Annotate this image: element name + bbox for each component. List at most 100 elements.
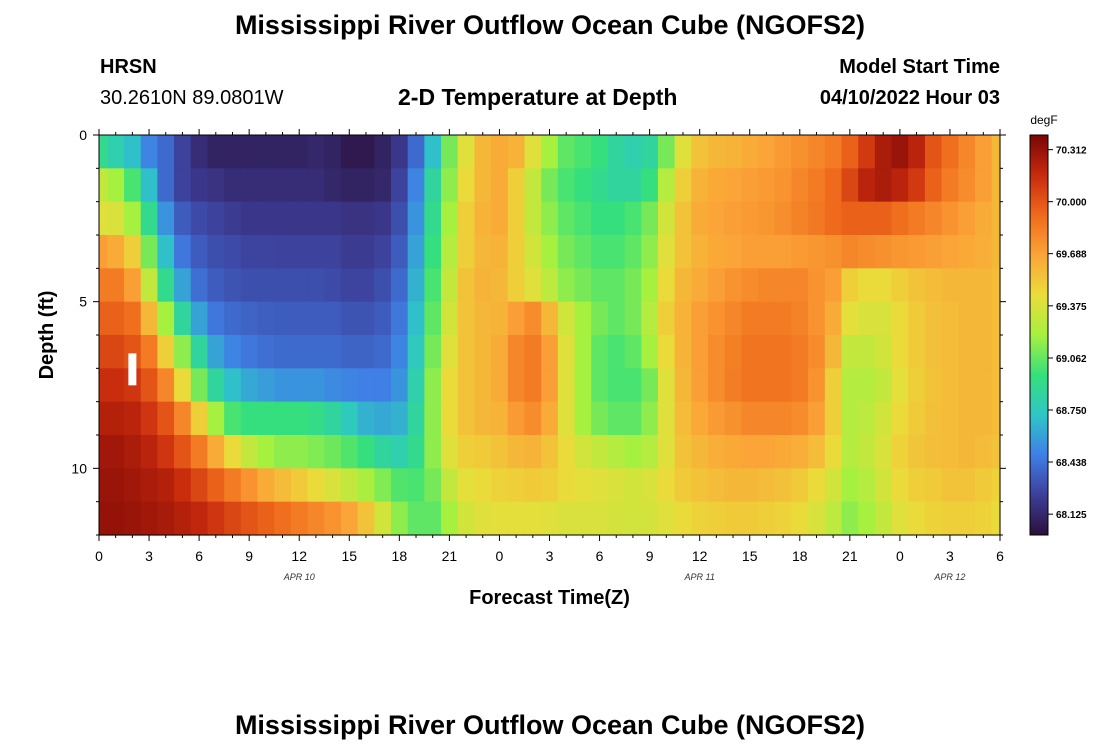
heat-cell — [958, 335, 976, 369]
heat-cell — [557, 301, 576, 336]
heat-cell — [374, 435, 392, 469]
heat-cell — [424, 401, 442, 436]
heat-cell — [224, 235, 242, 269]
heat-cell — [841, 235, 859, 269]
heat-cell — [407, 301, 425, 336]
heat-cell — [974, 301, 993, 336]
heat-cell — [407, 335, 425, 369]
heat-cell — [157, 268, 175, 303]
heat-cell — [591, 435, 609, 469]
y-tick-label: 0 — [79, 127, 87, 143]
heat-cell — [257, 435, 275, 469]
heat-cell — [224, 135, 242, 169]
heat-cell — [674, 135, 692, 169]
heat-cell — [541, 368, 559, 403]
heat-cell — [758, 135, 776, 169]
heat-cell — [224, 501, 242, 536]
heat-cell — [557, 135, 576, 169]
heat-cell — [307, 368, 325, 403]
heat-cell — [324, 268, 342, 303]
heat-cell — [441, 235, 459, 269]
heat-cell — [190, 368, 209, 403]
x-tick-label: 21 — [442, 548, 458, 564]
x-tick-label: 3 — [145, 548, 153, 564]
heat-cell — [708, 368, 726, 403]
x-tick-label: 6 — [596, 548, 604, 564]
heat-cell — [240, 501, 259, 536]
heat-cell — [324, 335, 342, 369]
heat-cell — [991, 135, 1001, 169]
heat-cell — [991, 401, 1001, 436]
heat-cell — [491, 368, 509, 403]
heat-cell — [290, 168, 309, 203]
colorbar-gradient — [1029, 134, 1049, 536]
x-tick-label: 21 — [842, 548, 858, 564]
heat-cell — [941, 201, 959, 236]
heat-cell — [641, 368, 659, 403]
heat-cell — [824, 401, 843, 436]
heat-cell — [357, 368, 375, 403]
heat-cell — [691, 301, 709, 336]
heat-cell — [941, 401, 959, 436]
heat-cell — [224, 435, 242, 469]
heat-cell — [107, 468, 125, 503]
colorbar-tick-label: 70.000 — [1056, 198, 1087, 209]
heat-cell — [557, 168, 576, 203]
heat-cell — [257, 301, 275, 336]
heat-cell — [107, 401, 125, 436]
heat-cell — [174, 268, 192, 303]
heat-cell — [708, 168, 726, 203]
heat-cell — [924, 168, 943, 203]
heat-cell — [674, 168, 692, 203]
heat-cell — [157, 501, 175, 536]
heat-cell — [374, 368, 392, 403]
heat-cell — [541, 235, 559, 269]
heat-cell — [507, 468, 526, 503]
heat-cell — [224, 401, 242, 436]
plot-title: 2-D Temperature at Depth — [398, 84, 678, 110]
x-tick-label: 15 — [742, 548, 758, 564]
heat-cell — [307, 301, 325, 336]
heat-cell — [958, 168, 976, 203]
heat-cell — [874, 301, 893, 336]
heat-cell — [891, 201, 909, 236]
heat-cell — [591, 301, 609, 336]
heat-cell — [541, 435, 559, 469]
colorbar-tick-label: 69.688 — [1056, 250, 1087, 261]
heat-cell — [991, 268, 1001, 303]
heat-cell — [140, 468, 158, 503]
heat-cell — [357, 235, 375, 269]
heat-cell — [140, 335, 158, 369]
heat-cell — [107, 301, 125, 336]
heat-cell — [708, 401, 726, 436]
heat-cell — [99, 168, 108, 203]
heat-cell — [607, 168, 626, 203]
heat-cell — [891, 235, 909, 269]
heat-cell — [507, 335, 526, 369]
heat-cell — [591, 201, 609, 236]
heat-cell — [674, 268, 692, 303]
heat-cell — [457, 168, 476, 203]
heat-cell — [691, 368, 709, 403]
heat-cell — [724, 135, 742, 169]
heat-cell — [974, 135, 993, 169]
heat-cell — [908, 235, 926, 269]
heat-cell — [908, 301, 926, 336]
heat-cell — [891, 301, 909, 336]
heat-cell — [791, 301, 809, 336]
heat-cell — [908, 335, 926, 369]
heat-cell — [791, 435, 809, 469]
heat-cell — [507, 201, 526, 236]
heat-cell — [224, 468, 242, 503]
heat-cell — [491, 135, 509, 169]
heat-cell — [474, 135, 492, 169]
colorbar-tick-label: 68.125 — [1056, 510, 1087, 521]
heat-cell — [207, 335, 225, 369]
heat-cell — [324, 135, 342, 169]
heat-cell — [591, 401, 609, 436]
heat-cell — [457, 401, 476, 436]
heat-cell — [190, 435, 209, 469]
heat-cell — [724, 468, 742, 503]
heat-cell — [958, 201, 976, 236]
heat-cell — [574, 201, 592, 236]
